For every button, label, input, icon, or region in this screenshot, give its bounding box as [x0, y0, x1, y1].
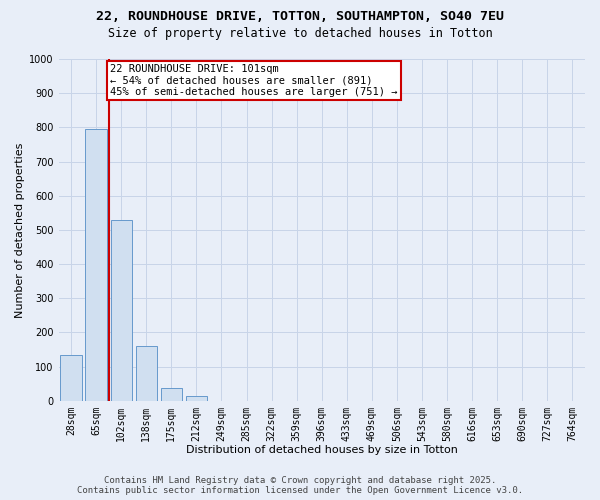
Y-axis label: Number of detached properties: Number of detached properties: [15, 142, 25, 318]
Text: Contains HM Land Registry data © Crown copyright and database right 2025.
Contai: Contains HM Land Registry data © Crown c…: [77, 476, 523, 495]
Text: 22, ROUNDHOUSE DRIVE, TOTTON, SOUTHAMPTON, SO40 7EU: 22, ROUNDHOUSE DRIVE, TOTTON, SOUTHAMPTO…: [96, 10, 504, 23]
Bar: [85, 129, 107, 400]
Bar: [161, 388, 182, 400]
Text: Size of property relative to detached houses in Totton: Size of property relative to detached ho…: [107, 28, 493, 40]
Text: 22 ROUNDHOUSE DRIVE: 101sqm
← 54% of detached houses are smaller (891)
45% of se: 22 ROUNDHOUSE DRIVE: 101sqm ← 54% of det…: [110, 64, 397, 98]
Bar: [110, 220, 132, 400]
X-axis label: Distribution of detached houses by size in Totton: Distribution of detached houses by size …: [186, 445, 458, 455]
Bar: [136, 346, 157, 401]
Bar: [186, 396, 207, 400]
Bar: [61, 354, 82, 401]
